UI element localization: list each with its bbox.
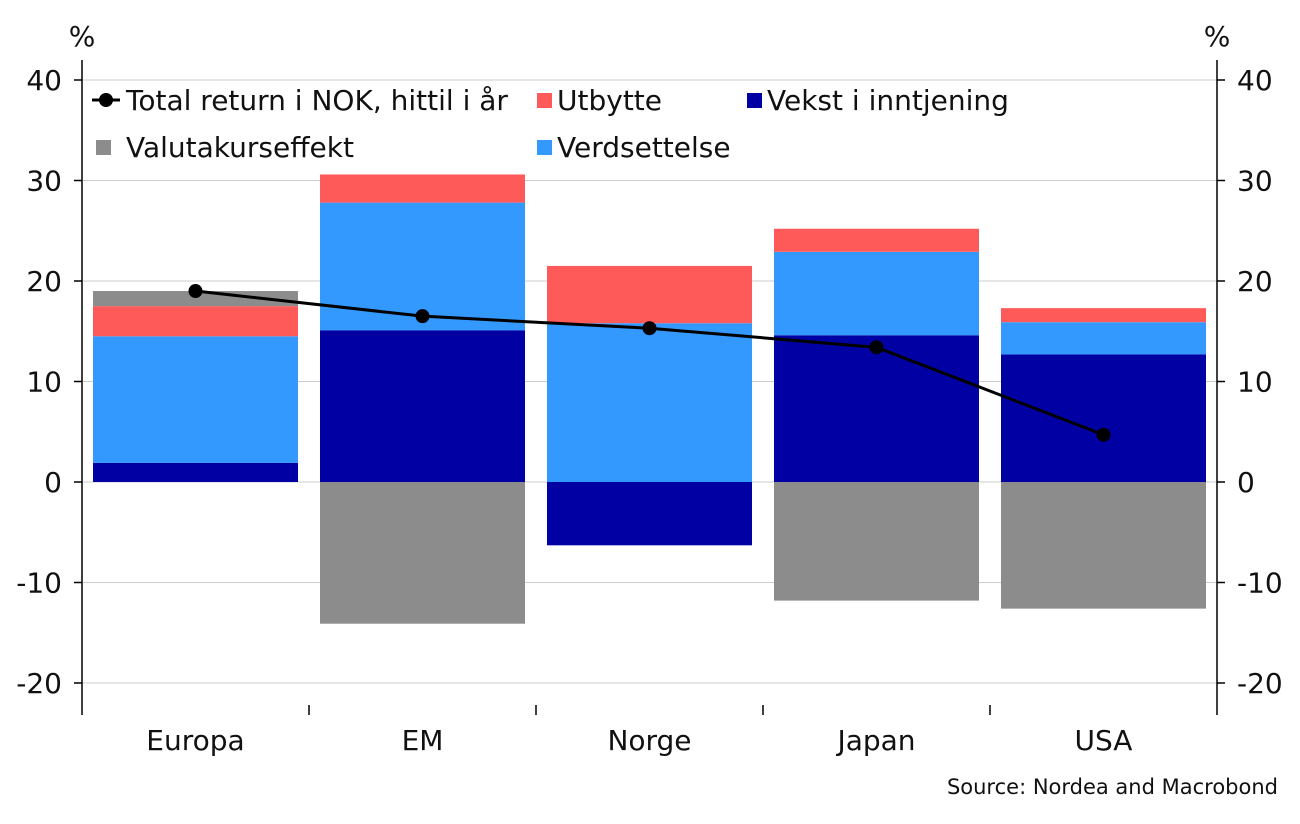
bar-verdsettelse	[93, 336, 298, 463]
x-tick-label: Norge	[607, 724, 691, 757]
bar-vekst-i-inntjening	[320, 330, 525, 482]
y-tick-label-left: 20	[26, 265, 62, 298]
bar-utbytte	[1001, 308, 1206, 323]
legend-label: Valutakurseffekt	[126, 131, 354, 164]
y-tick-label-right: 20	[1237, 265, 1273, 298]
y-tick-label-left: -20	[16, 667, 62, 700]
line-point	[188, 284, 203, 299]
legend-swatch	[96, 140, 111, 155]
y-tick-label-right: 30	[1237, 165, 1273, 198]
y-axis-label-left: %	[69, 20, 96, 53]
bar-vekst-i-inntjening	[774, 335, 979, 482]
bar-valutakurseffekt	[320, 482, 525, 624]
legend-item-utbytte: Utbytte	[537, 84, 662, 117]
legend-label: Utbytte	[557, 84, 662, 117]
line-point	[642, 321, 657, 336]
bar-vekst-i-inntjening	[547, 482, 752, 546]
y-tick-label-left: 40	[26, 64, 62, 97]
source-note: Source: Nordea and Macrobond	[947, 775, 1278, 799]
total-return-line	[188, 284, 1111, 442]
y-tick-label-left: 10	[26, 366, 62, 399]
bar-utbytte	[320, 174, 525, 203]
legend-item-verdsettelse: Verdsettelse	[537, 131, 731, 164]
y-tick-label-right: -10	[1237, 567, 1283, 600]
y-tick-label-right: 0	[1237, 466, 1255, 499]
y-axis-label-right: %	[1204, 20, 1231, 53]
bar-utbytte	[774, 228, 979, 252]
bar-utbytte	[93, 306, 298, 337]
axes: -20 -20 -10 -10 0 0 10 10 20 20 30 30 40 40 Europa EM No…	[16, 60, 1283, 757]
x-tick-label: EM	[402, 724, 444, 757]
bars	[93, 174, 1206, 624]
legend-label: Verdsettelse	[557, 131, 731, 164]
bar-valutakurseffekt	[1001, 482, 1206, 609]
legend-label: Total return i NOK, hittil i år	[125, 84, 508, 117]
legend-swatch	[537, 140, 552, 155]
legend-item-valutakurseffekt: Valutakurseffekt	[96, 131, 354, 164]
line-point	[869, 340, 884, 355]
y-tick-label-left: 30	[26, 165, 62, 198]
bar-verdsettelse	[774, 251, 979, 336]
y-tick-label-right: 10	[1237, 366, 1273, 399]
legend-swatch	[747, 93, 762, 108]
bar-vekst-i-inntjening	[93, 462, 298, 482]
legend: Total return i NOK, hittil i år Utbytte Ve…	[92, 84, 1009, 164]
x-tick-label: Japan	[835, 724, 915, 757]
legend-item-vekst-i-inntjening: Vekst i inntjening	[747, 84, 1009, 117]
x-tick-label: Europa	[146, 724, 244, 757]
bar-valutakurseffekt	[774, 482, 979, 601]
line-point	[1096, 427, 1111, 442]
bar-utbytte	[547, 265, 752, 324]
legend-point-marker	[99, 93, 113, 107]
bar-verdsettelse	[1001, 322, 1206, 355]
legend-swatch	[537, 93, 552, 108]
y-tick-label-right: 40	[1237, 64, 1273, 97]
y-tick-label-left: 0	[44, 466, 62, 499]
bar-verdsettelse	[547, 323, 752, 482]
bar-vekst-i-inntjening	[1001, 354, 1206, 482]
legend-item-total-return: Total return i NOK, hittil i år	[92, 84, 508, 117]
y-tick-label-left: -10	[16, 567, 62, 600]
y-tick-label-right: -20	[1237, 667, 1283, 700]
legend-label: Vekst i inntjening	[767, 84, 1009, 117]
line-point	[415, 309, 430, 324]
x-tick-label: USA	[1075, 724, 1133, 757]
bar-valutakurseffekt	[93, 291, 298, 307]
